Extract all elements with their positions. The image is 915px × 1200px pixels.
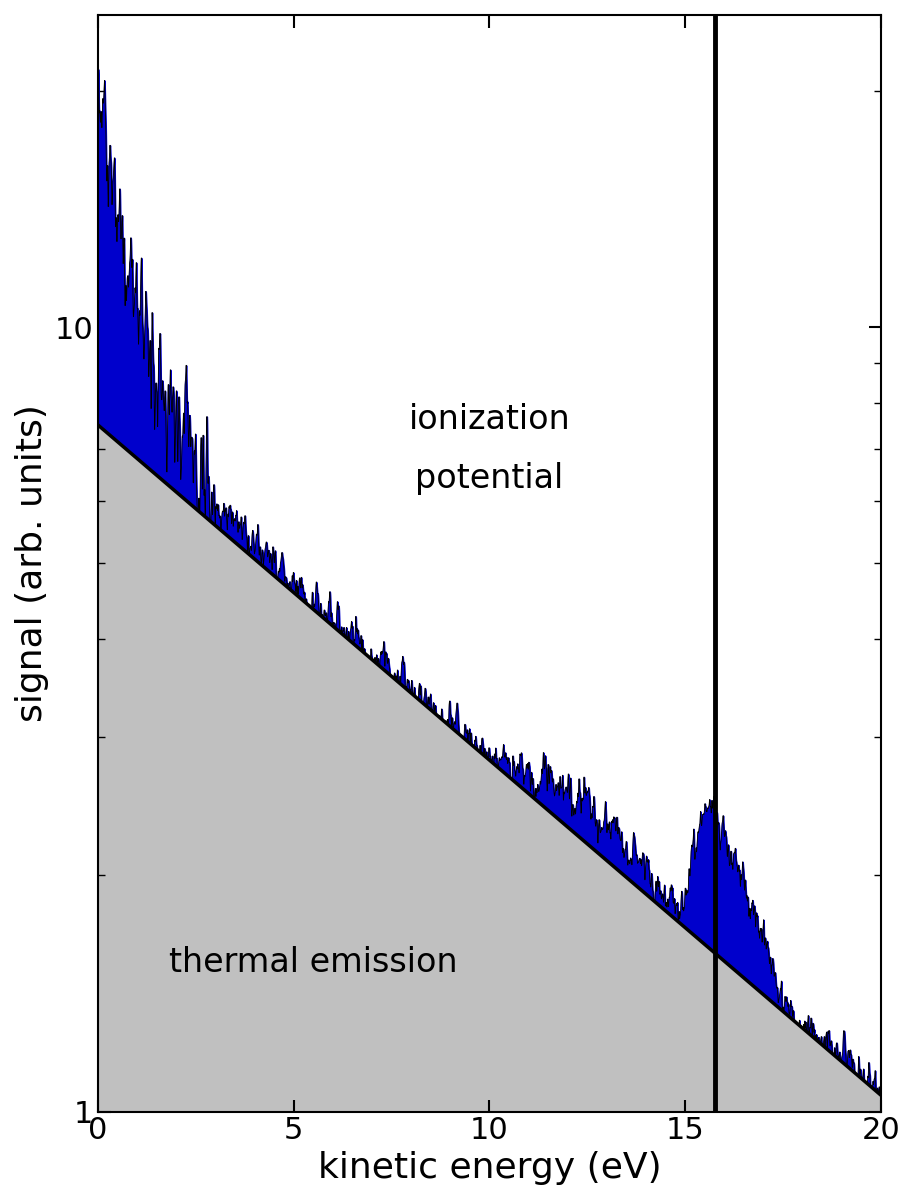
Text: thermal emission: thermal emission xyxy=(169,946,458,979)
Text: ionization
potential: ionization potential xyxy=(408,403,570,494)
X-axis label: kinetic energy (eV): kinetic energy (eV) xyxy=(318,1151,662,1186)
Y-axis label: signal (arb. units): signal (arb. units) xyxy=(15,404,49,722)
